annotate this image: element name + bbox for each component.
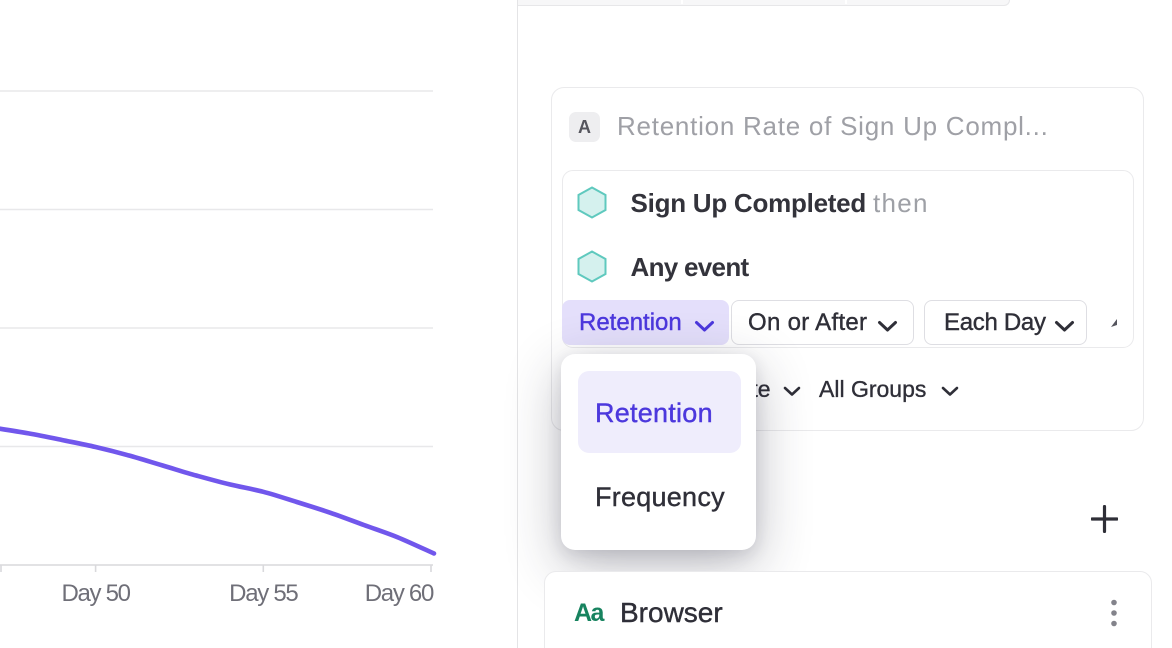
svg-text:Day 60: Day 60 xyxy=(365,580,434,607)
svg-text:Day 55: Day 55 xyxy=(229,580,298,607)
svg-text:Day 50: Day 50 xyxy=(61,580,130,607)
